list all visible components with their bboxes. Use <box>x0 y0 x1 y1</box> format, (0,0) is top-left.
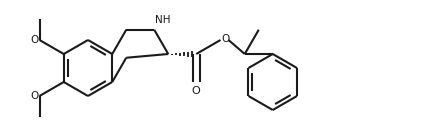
Text: NH: NH <box>155 15 171 25</box>
Text: O: O <box>30 35 38 45</box>
Text: O: O <box>192 86 200 96</box>
Text: O: O <box>30 91 38 101</box>
Text: O: O <box>222 34 230 44</box>
